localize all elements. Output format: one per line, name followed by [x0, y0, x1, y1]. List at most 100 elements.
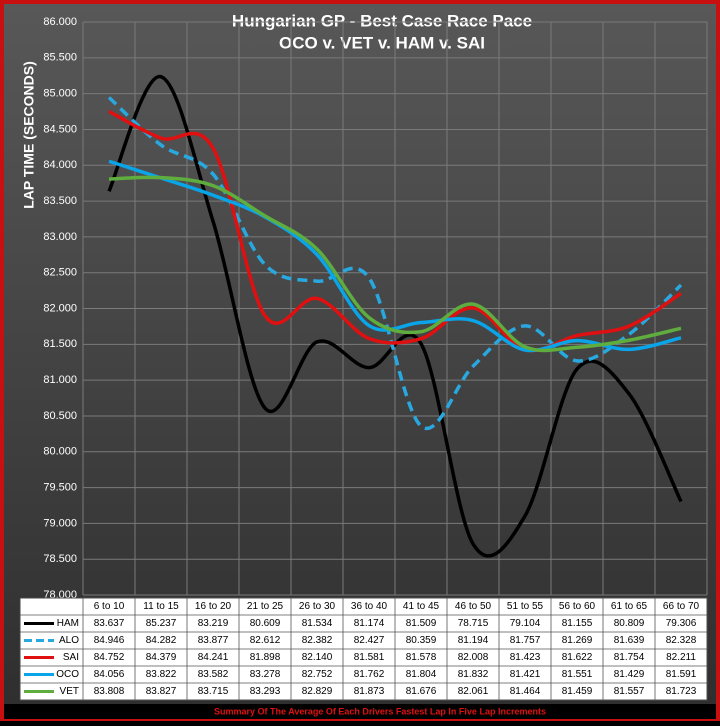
chart-subtitle: OCO v. VET v. HAM v. SAI [279, 33, 485, 52]
y-tick-label: 80.000 [43, 446, 77, 458]
y-tick-label: 85.500 [43, 52, 77, 64]
table-value: 79.104 [510, 618, 541, 629]
footer-bar [4, 704, 716, 719]
table-value: 84.752 [94, 652, 125, 663]
y-tick-label: 84.500 [43, 123, 77, 135]
table-value: 83.582 [198, 669, 229, 680]
y-tick-label: 85.000 [43, 88, 77, 100]
table-value: 83.219 [198, 618, 229, 629]
x-tick-label: 6 to 10 [94, 601, 125, 612]
table-value: 81.464 [510, 686, 541, 697]
table-value: 81.421 [510, 669, 541, 680]
table-value: 84.241 [198, 652, 229, 663]
table-value: 81.581 [354, 652, 385, 663]
table-value: 81.723 [666, 686, 697, 697]
table-value: 82.829 [302, 686, 333, 697]
table-value: 83.637 [94, 618, 125, 629]
table-value: 83.293 [250, 686, 281, 697]
series-line [107, 74, 683, 558]
x-tick-label: 51 to 55 [507, 601, 544, 612]
y-tick-label: 83.000 [43, 231, 77, 243]
table-value: 81.155 [562, 618, 593, 629]
x-tick-label: 66 to 70 [663, 601, 700, 612]
table-value: 82.382 [302, 635, 333, 646]
series-line [108, 175, 682, 353]
y-tick-label: 79.000 [43, 517, 77, 529]
table-value: 82.140 [302, 652, 333, 663]
x-tick-label: 36 to 40 [351, 601, 388, 612]
table-value: 81.459 [562, 686, 593, 697]
table-value: 81.578 [406, 652, 437, 663]
table-value: 82.752 [302, 669, 333, 680]
table-value: 81.534 [302, 618, 333, 629]
y-tick-label: 82.000 [43, 302, 77, 314]
table-value: 81.873 [354, 686, 385, 697]
table-value: 84.282 [146, 635, 177, 646]
legend-label: SAI [63, 652, 79, 663]
series-line [107, 96, 683, 431]
table-value: 81.762 [354, 669, 385, 680]
x-tick-label: 11 to 15 [143, 601, 179, 612]
x-tick-label: 26 to 30 [299, 601, 336, 612]
legend-label: VET [60, 686, 79, 697]
x-tick-label: 21 to 25 [247, 601, 284, 612]
table-value: 81.269 [562, 635, 593, 646]
table-value: 81.551 [562, 669, 593, 680]
table-value: 83.715 [198, 686, 229, 697]
table-value: 84.946 [94, 635, 125, 646]
legend-label: ALO [59, 635, 79, 646]
table-value: 81.557 [614, 686, 645, 697]
x-tick-label: 46 to 50 [455, 601, 492, 612]
y-tick-label: 81.000 [43, 374, 77, 386]
table-value: 83.822 [146, 669, 177, 680]
y-axis-title: LAP TIME (SECONDS) [21, 61, 37, 209]
table-value: 82.612 [250, 635, 281, 646]
table-value: 83.877 [198, 635, 229, 646]
x-tick-label: 56 to 60 [559, 601, 596, 612]
table-value: 81.754 [614, 652, 645, 663]
y-tick-label: 83.500 [43, 195, 77, 207]
table-value: 81.757 [510, 635, 541, 646]
table-value: 81.174 [354, 618, 385, 629]
table-value: 80.609 [250, 618, 281, 629]
y-tick-label: 84.000 [43, 159, 77, 171]
table-value: 82.008 [458, 652, 489, 663]
table-value: 81.898 [250, 652, 281, 663]
table-value: 81.622 [562, 652, 593, 663]
table-value: 84.379 [146, 652, 177, 663]
x-tick-label: 61 to 65 [611, 601, 648, 612]
table-value: 81.832 [458, 669, 489, 680]
table-value: 78.715 [458, 618, 489, 629]
table-value: 81.423 [510, 652, 541, 663]
y-tick-label: 80.500 [43, 410, 77, 422]
y-tick-label: 81.500 [43, 338, 77, 350]
chart-title: Hungarian GP - Best Case Race Pace [232, 11, 532, 30]
y-tick-label: 78.500 [43, 553, 77, 565]
x-tick-label: 16 to 20 [195, 601, 232, 612]
table-value: 82.061 [458, 686, 489, 697]
table-value: 81.639 [614, 635, 645, 646]
footer: Summary Of The Average Of Each Drivers F… [214, 706, 546, 716]
y-tick-label: 86.000 [43, 16, 77, 28]
table-value: 81.194 [458, 635, 489, 646]
table-value: 83.827 [146, 686, 177, 697]
table-value: 82.211 [666, 652, 696, 663]
table-value: 84.056 [94, 669, 125, 680]
legend-label: OCO [56, 669, 79, 680]
table-value: 83.808 [94, 686, 125, 697]
y-tick-label: 82.500 [43, 267, 77, 279]
y-tick-label: 79.500 [43, 481, 77, 493]
table-value: 79.306 [666, 618, 697, 629]
table-value: 82.328 [666, 635, 697, 646]
table-value: 81.804 [406, 669, 437, 680]
table-value: 81.509 [406, 618, 437, 629]
series-line [108, 109, 682, 353]
table-value: 85.237 [146, 618, 177, 629]
table-value: 81.676 [406, 686, 437, 697]
table-value: 80.809 [614, 618, 645, 629]
table-value: 83.278 [250, 669, 281, 680]
table-value: 82.427 [354, 635, 385, 646]
legend-label: HAM [57, 618, 79, 629]
x-tick-label: 41 to 45 [403, 601, 440, 612]
